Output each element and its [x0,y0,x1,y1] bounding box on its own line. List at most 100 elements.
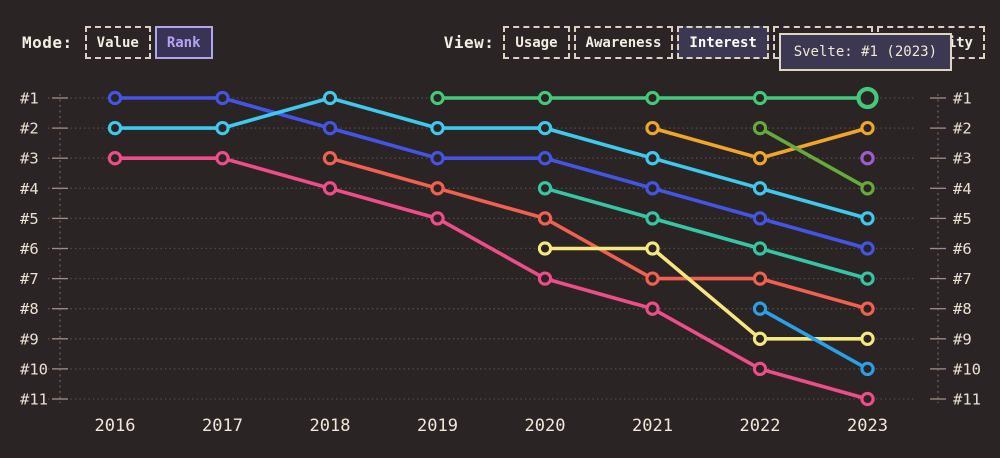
year-label: 2022 [740,416,781,436]
data-point[interactable] [322,90,338,106]
data-point[interactable] [860,331,875,346]
rank-label-left: #7 [20,270,39,288]
rank-label-right: #3 [953,150,972,168]
data-point[interactable] [107,90,123,106]
data-point[interactable] [752,301,768,316]
rank-label-right: #10 [953,360,981,378]
series-series-amber [645,120,875,166]
data-point[interactable] [537,90,553,106]
data-point[interactable] [752,211,768,226]
data-point[interactable] [860,211,875,226]
series-svelte [430,86,879,110]
data-point[interactable] [860,361,875,377]
data-point[interactable] [322,181,338,196]
mode-option-value[interactable]: Value [84,26,151,59]
series-series-indigo [107,90,875,256]
series-series-purple [860,151,875,166]
rank-label-left: #8 [20,300,39,318]
year-label: 2019 [417,416,458,436]
data-point[interactable] [752,271,768,286]
data-point[interactable] [645,271,660,286]
view-option-awareness[interactable]: Awareness [573,26,674,59]
rank-label-right: #4 [953,180,972,198]
data-point[interactable] [215,120,230,136]
rank-label-right: #2 [953,120,972,138]
view-option-interest[interactable]: Interest [677,26,769,59]
series-line [328,156,870,311]
data-point[interactable] [430,90,445,106]
data-point[interactable] [215,151,230,166]
data-point[interactable] [752,361,768,377]
data-point[interactable] [860,241,875,256]
data-point[interactable] [752,151,768,166]
rank-label-right: #9 [953,330,972,348]
mode-option-rank[interactable]: Rank [154,26,213,59]
rank-label-left: #9 [20,330,39,348]
mode-control: Mode: Value Rank [22,26,213,59]
rank-label-left: #3 [20,150,39,168]
data-point[interactable] [860,151,875,166]
data-point[interactable] [860,271,875,286]
data-point[interactable] [752,120,768,136]
series-line [113,96,870,251]
rank-label-left: #11 [20,391,48,409]
rank-label-right: #7 [953,270,972,288]
series-line [113,96,870,221]
data-point[interactable] [860,301,875,316]
data-point[interactable] [645,151,660,166]
series-line [543,186,870,281]
year-label: 2020 [525,416,566,436]
data-point[interactable] [537,271,553,286]
data-point[interactable] [645,181,660,196]
series-line [113,156,870,401]
data-point[interactable] [430,151,445,166]
data-point[interactable] [752,181,768,196]
series-series-yellow [537,241,875,346]
rank-label-left: #2 [20,120,39,138]
data-point[interactable] [322,151,338,166]
data-point[interactable] [645,90,660,106]
data-point[interactable] [860,181,875,196]
data-point[interactable] [645,301,660,316]
data-point[interactable] [537,120,553,136]
year-label: 2021 [632,416,673,436]
series-series-olive [752,120,875,196]
data-point[interactable] [430,120,445,136]
data-point[interactable] [537,151,553,166]
data-point[interactable] [215,90,230,106]
rank-label-right: #6 [953,240,972,258]
data-point[interactable] [860,391,875,407]
data-point[interactable] [430,211,445,226]
rank-label-right: #8 [953,300,972,318]
data-point[interactable] [645,241,660,256]
year-label: 2018 [310,416,351,436]
series-series-cyan [107,90,875,226]
data-point[interactable] [430,181,445,196]
chart-tooltip: Svelte: #1 (2023) [778,33,952,71]
data-point[interactable] [752,241,768,256]
data-point[interactable] [107,120,123,136]
highlighted-data-point[interactable] [856,86,879,110]
data-point[interactable] [752,331,768,346]
rank-label-left: #6 [20,240,39,258]
data-point[interactable] [860,120,875,136]
series-series-coral [322,151,875,316]
tooltip-text: Svelte: #1 (2023) [793,44,937,60]
data-point[interactable] [645,211,660,226]
data-point[interactable] [645,120,660,136]
data-point[interactable] [322,120,338,136]
rank-label-left: #4 [20,180,39,198]
year-label: 2023 [847,416,888,436]
data-point[interactable] [537,241,553,256]
view-label: View: [443,33,495,52]
data-point[interactable] [752,90,768,106]
year-label: 2016 [95,416,136,436]
mode-button-group: Value Rank [84,26,213,59]
data-point[interactable] [107,151,123,166]
view-option-usage[interactable]: Usage [503,26,570,59]
data-point[interactable] [537,181,553,196]
data-point[interactable] [537,211,553,226]
series-series-pink [107,151,875,407]
